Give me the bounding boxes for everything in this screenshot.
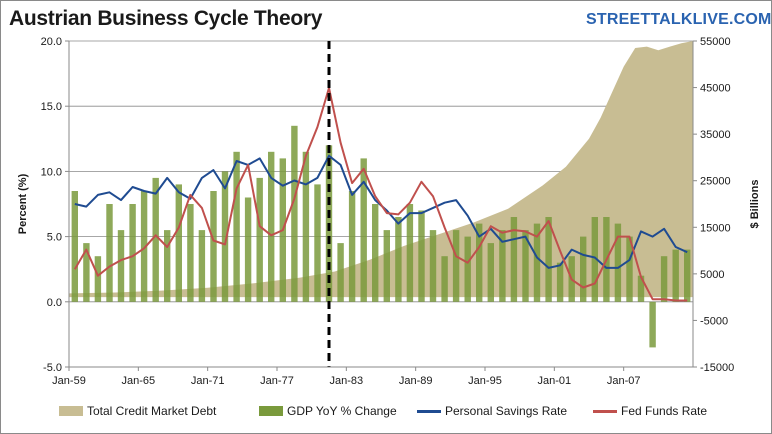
gdp-bar xyxy=(522,230,529,302)
legend-swatch-fed xyxy=(593,409,617,413)
legend-item-gdp: GDP YoY % Change xyxy=(259,401,397,421)
gdp-bar xyxy=(106,204,113,302)
legend-swatch-gdp xyxy=(259,406,283,416)
gdp-bar xyxy=(360,158,367,302)
legend-label-gdp: GDP YoY % Change xyxy=(287,404,397,418)
gdp-bar xyxy=(499,230,506,302)
gdp-bar xyxy=(94,256,102,302)
x-tick-label: Jan-59 xyxy=(52,375,86,387)
legend-item-fed: Fed Funds Rate xyxy=(593,401,707,421)
gdp-bar xyxy=(591,217,598,302)
gdp-bar xyxy=(464,236,471,302)
gdp-bar xyxy=(372,204,379,302)
gdp-bar xyxy=(152,177,159,302)
gdp-bar xyxy=(429,230,437,302)
brand-watermark: STREETTALKLIVE.COM xyxy=(586,11,772,28)
gdp-bar xyxy=(140,191,148,302)
legend-label-credit: Total Credit Market Debt xyxy=(87,404,217,418)
gdp-bar xyxy=(164,230,171,302)
axes: -5.0 0.0 5.0 10.0 15.0 20.0 -15000 -5000 5000 150… xyxy=(41,36,735,387)
gdp-bar xyxy=(210,191,217,302)
y2-tick-label: 45000 xyxy=(700,83,731,95)
gdp-bar xyxy=(556,262,564,302)
gdp-bar xyxy=(233,151,240,302)
fed-funds-line xyxy=(73,86,688,302)
y-axis-title: Percent (%) xyxy=(17,173,29,234)
gdp-bar xyxy=(268,151,275,302)
gdp-bar xyxy=(244,197,252,302)
gdp-bar xyxy=(626,236,633,302)
gdp-bar xyxy=(395,217,402,302)
y2-tick-label: 55000 xyxy=(700,36,731,48)
gdp-bar xyxy=(71,191,78,302)
legend-item-savings: Personal Savings Rate xyxy=(417,401,567,421)
gdp-bar xyxy=(684,249,691,302)
y-tick-label: -5.0 xyxy=(43,362,62,374)
gdp-bar xyxy=(580,236,587,302)
gdp-bar xyxy=(487,243,494,302)
y2-tick-label: 15000 xyxy=(700,222,731,234)
credit-area xyxy=(69,41,693,298)
gdp-bar xyxy=(510,217,518,302)
legend-swatch-savings xyxy=(417,409,441,413)
y2-tick-label: 5000 xyxy=(700,269,724,281)
y2-tick-label: 35000 xyxy=(700,129,731,141)
gdp-bar xyxy=(545,217,552,302)
y-tick-label: 5.0 xyxy=(47,232,62,244)
gdp-bar xyxy=(291,125,298,302)
y-tick-label: 20.0 xyxy=(41,36,62,48)
y2-axis-title: $ Billions xyxy=(749,180,761,229)
gdp-bar xyxy=(117,230,125,302)
y-tick-label: 0.0 xyxy=(47,297,62,309)
legend-label-fed: Fed Funds Rate xyxy=(621,404,708,418)
gdp-bar xyxy=(476,223,483,302)
gdp-bar xyxy=(314,184,321,302)
gdp-bar xyxy=(256,177,263,302)
gdp-bar xyxy=(649,301,656,348)
x-tick-label: Jan-89 xyxy=(399,375,433,387)
gdp-bar xyxy=(83,243,90,302)
gdp-bar xyxy=(129,204,136,302)
y2-tick-label: -15000 xyxy=(700,362,734,374)
credit-area-series xyxy=(69,41,693,298)
line-series xyxy=(73,86,688,302)
x-tick-label: Jan-71 xyxy=(191,375,225,387)
gdp-bar xyxy=(302,151,310,302)
gdp-bar xyxy=(614,223,622,302)
gdp-bar xyxy=(175,184,182,302)
gdp-bar xyxy=(198,230,206,302)
gdp-bar xyxy=(533,223,541,302)
y2-tick-label: -5000 xyxy=(700,315,728,327)
gdp-bar xyxy=(406,204,414,302)
legend-item-credit: Total Credit Market Debt xyxy=(59,401,216,421)
x-tick-label: Jan-01 xyxy=(538,375,572,387)
y-tick-label: 15.0 xyxy=(41,101,62,113)
gdp-bar xyxy=(221,171,229,302)
chart-legend: Total Credit Market Debt GDP YoY % Chang… xyxy=(59,401,759,421)
x-tick-label: Jan-07 xyxy=(607,375,641,387)
gdp-bar xyxy=(441,256,448,302)
x-tick-label: Jan-83 xyxy=(330,375,364,387)
gdp-bar xyxy=(187,204,194,302)
y2-tick-label: 25000 xyxy=(700,176,731,188)
gdp-bar xyxy=(637,275,645,302)
gdp-bar xyxy=(452,230,460,302)
gdp-bar xyxy=(348,191,356,302)
gdp-bar xyxy=(418,210,425,302)
legend-label-savings: Personal Savings Rate xyxy=(445,404,568,418)
gdp-bar xyxy=(672,249,679,302)
gdp-bar xyxy=(383,230,390,302)
gdp-bar xyxy=(660,256,668,302)
gdp-bar xyxy=(337,243,344,302)
x-tick-label: Jan-95 xyxy=(468,375,502,387)
gdp-bar-series xyxy=(71,125,691,348)
x-tick-label: Jan-65 xyxy=(122,375,156,387)
legend-swatch-credit xyxy=(59,406,83,416)
chart-title: Austrian Business Cycle Theory xyxy=(9,7,323,30)
x-tick-label: Jan-77 xyxy=(260,375,294,387)
y-tick-label: 10.0 xyxy=(41,166,62,178)
